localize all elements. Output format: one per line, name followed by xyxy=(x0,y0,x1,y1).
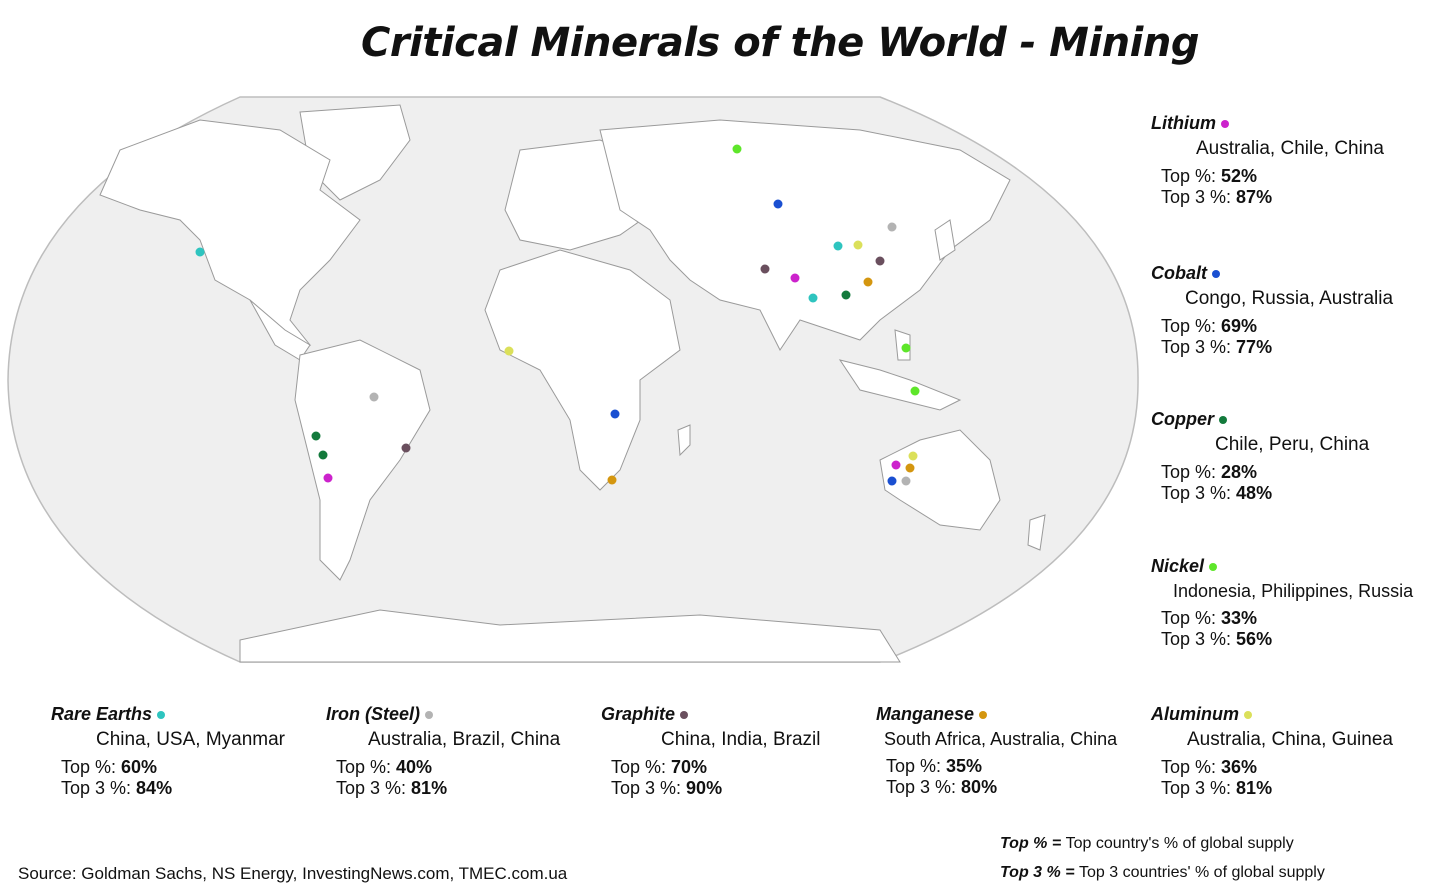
graphite-marker xyxy=(760,264,770,274)
iron-marker xyxy=(901,476,911,486)
mineral-markers xyxy=(195,144,920,486)
lithium-marker xyxy=(891,460,901,470)
aluminum-countries: Australia, China, Guinea xyxy=(1187,729,1393,750)
copper-marker xyxy=(311,431,321,441)
cobalt-card: Cobalt Congo, Russia, Australia Top %: 6… xyxy=(1151,263,1451,358)
iron-label: Iron (Steel) xyxy=(326,704,421,724)
land-masses xyxy=(99,104,1046,663)
japan xyxy=(934,219,956,261)
copper-card: Copper Chile, Peru, China Top %: 28% Top… xyxy=(1151,409,1451,504)
rare-marker xyxy=(808,293,818,303)
rare-marker xyxy=(195,247,205,257)
iron-marker xyxy=(369,392,379,402)
nickel-marker xyxy=(901,343,911,353)
manganese-dot xyxy=(979,711,988,719)
rare-earths-card: Rare Earths China, USA, Myanmar Top %: 6… xyxy=(51,704,351,799)
copper-label: Copper xyxy=(1151,409,1214,429)
africa xyxy=(484,249,681,491)
iron-dot xyxy=(425,711,434,719)
copper-marker xyxy=(318,450,328,460)
aluminum-top: Top %: 36% xyxy=(1161,757,1258,777)
aluminum-marker xyxy=(853,240,863,250)
legend-top3: Top 3 % = Top 3 countries' % of global s… xyxy=(1000,864,1325,881)
manganese-top3: Top 3 %: 80% xyxy=(886,777,998,797)
aluminum-label: Aluminum xyxy=(1151,704,1239,724)
iron-countries: Australia, Brazil, China xyxy=(368,729,561,750)
graphite-marker xyxy=(401,443,411,453)
cobalt-dot xyxy=(1212,270,1220,278)
cobalt-marker xyxy=(773,199,783,209)
nickel-card: Nickel Indonesia, Philippines, Russia To… xyxy=(1151,556,1451,650)
graphite-top3: Top 3 %: 90% xyxy=(611,778,723,798)
central-america xyxy=(249,299,311,361)
indonesia xyxy=(838,359,962,411)
lithium-marker xyxy=(790,273,800,283)
lithium-top: Top %: 52% xyxy=(1161,166,1258,186)
cobalt-countries: Congo, Russia, Australia xyxy=(1185,288,1394,309)
manganese-card: Manganese South Africa, Australia, China… xyxy=(876,704,1176,798)
nickel-label: Nickel xyxy=(1151,556,1205,576)
rare-earths-dot xyxy=(157,711,166,719)
nickel-top: Top %: 33% xyxy=(1161,608,1258,628)
legend-top: Top % = Top country's % of global supply xyxy=(1000,835,1294,852)
lithium-top3: Top 3 %: 87% xyxy=(1161,187,1273,207)
rare-earths-label: Rare Earths xyxy=(51,704,153,724)
graphite-countries: China, India, Brazil xyxy=(661,729,821,750)
nickel-dot xyxy=(1209,563,1218,571)
lithium-dot xyxy=(1221,120,1229,128)
manganese-marker xyxy=(863,277,873,287)
copper-dot xyxy=(1219,416,1227,424)
nickel-marker xyxy=(910,386,920,396)
graphite-dot xyxy=(680,711,689,719)
new-zealand xyxy=(1027,514,1046,551)
copper-countries: Chile, Peru, China xyxy=(1215,434,1370,455)
aluminum-dot xyxy=(1244,711,1252,719)
copper-marker xyxy=(841,290,851,300)
south-america xyxy=(294,339,431,581)
world-map xyxy=(7,96,1139,663)
philippines xyxy=(894,329,911,361)
cobalt-marker xyxy=(887,476,897,486)
madagascar xyxy=(677,424,691,457)
copper-top: Top %: 28% xyxy=(1161,462,1258,482)
rare-marker xyxy=(833,241,843,251)
cobalt-top3: Top 3 %: 77% xyxy=(1161,337,1273,357)
cobalt-label: Cobalt xyxy=(1151,263,1207,283)
graphite-label: Graphite xyxy=(601,704,676,724)
cobalt-marker xyxy=(610,409,620,419)
aluminum-top3: Top 3 %: 81% xyxy=(1161,778,1273,798)
manganese-label: Manganese xyxy=(876,704,975,724)
lithium-label: Lithium xyxy=(1151,113,1216,133)
asia xyxy=(599,119,1011,351)
aluminum-marker xyxy=(908,451,918,461)
lithium-card: Lithium Australia, Chile, China Top %: 5… xyxy=(1151,113,1451,208)
copper-top3: Top 3 %: 48% xyxy=(1161,483,1273,503)
graphite-card: Graphite China, India, Brazil Top %: 70%… xyxy=(601,704,901,799)
nickel-top3: Top 3 %: 56% xyxy=(1161,629,1273,649)
north-america xyxy=(99,119,361,346)
iron-marker xyxy=(887,222,897,232)
rare-earths-top: Top %: 60% xyxy=(61,757,158,777)
manganese-countries: South Africa, Australia, China xyxy=(884,729,1118,749)
graphite-marker xyxy=(875,256,885,266)
aluminum-card: Aluminum Australia, China, Guinea Top %:… xyxy=(1151,704,1451,799)
nickel-marker xyxy=(732,144,742,154)
graphite-top: Top %: 70% xyxy=(611,757,708,777)
aluminum-marker xyxy=(504,346,514,356)
manganese-marker xyxy=(607,475,617,485)
lithium-countries: Australia, Chile, China xyxy=(1196,138,1384,159)
iron-card: Iron (Steel) Australia, Brazil, China To… xyxy=(326,704,626,799)
iron-top3: Top 3 %: 81% xyxy=(336,778,448,798)
cobalt-top: Top %: 69% xyxy=(1161,316,1258,336)
rare-earths-top3: Top 3 %: 84% xyxy=(61,778,173,798)
antarctica xyxy=(239,609,901,663)
manganese-marker xyxy=(905,463,915,473)
source-note: Source: Goldman Sachs, NS Energy, Invest… xyxy=(18,864,568,883)
page-title: Critical Minerals of the World - Mining xyxy=(361,20,1199,66)
lithium-marker xyxy=(323,473,333,483)
rare-earths-countries: China, USA, Myanmar xyxy=(96,729,286,750)
nickel-countries: Indonesia, Philippines, Russia xyxy=(1173,581,1414,601)
manganese-top: Top %: 35% xyxy=(886,756,983,776)
iron-top: Top %: 40% xyxy=(336,757,433,777)
